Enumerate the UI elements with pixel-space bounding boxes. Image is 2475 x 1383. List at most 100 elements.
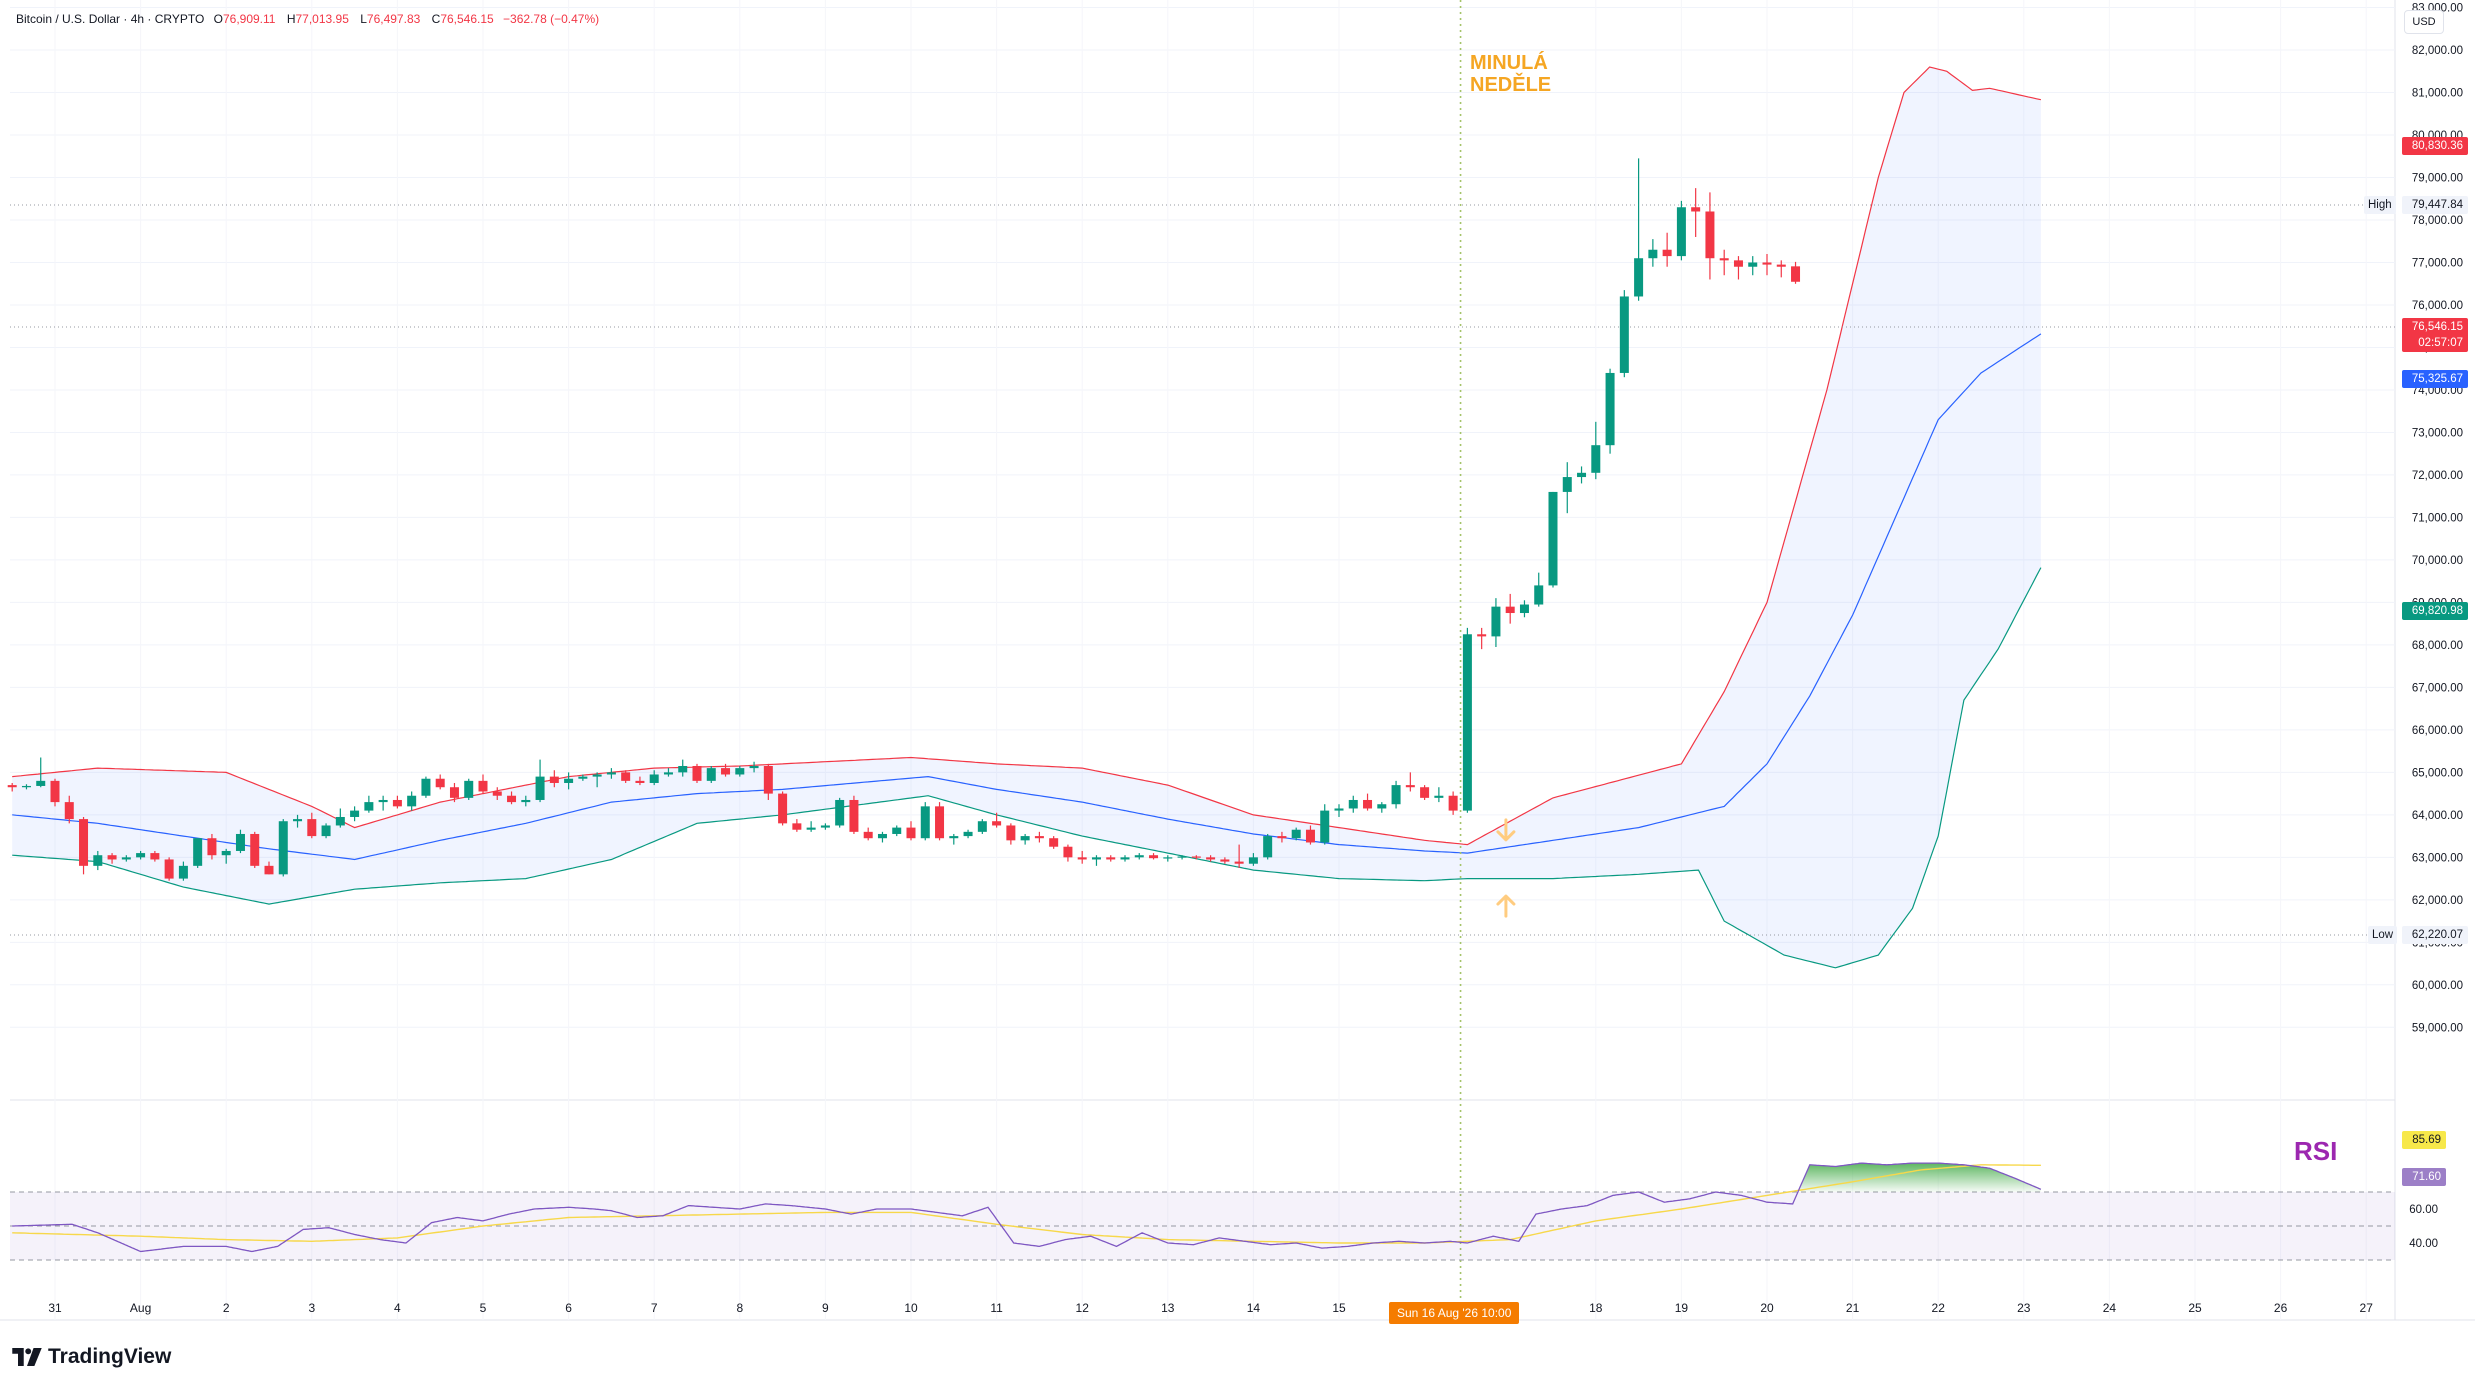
open-label: O xyxy=(213,12,223,26)
time-tick-label: 19 xyxy=(1675,1301,1689,1315)
symbol-legend: Bitcoin / U.S. Dollar · 4h · CRYPTO O76,… xyxy=(16,12,599,26)
candle-body xyxy=(678,765,688,773)
time-tick-label: 10 xyxy=(904,1301,918,1315)
time-tick-label: Aug xyxy=(130,1301,151,1315)
candle-body xyxy=(1134,855,1144,858)
time-tick-label: 24 xyxy=(2103,1301,2117,1315)
candle-body xyxy=(778,793,788,824)
candle-body xyxy=(849,799,859,832)
candle-body xyxy=(492,791,502,796)
candle-body xyxy=(407,795,417,807)
candle-body xyxy=(449,787,459,798)
open-value: 76,909.11 xyxy=(222,12,276,26)
high-value: 77,013.95 xyxy=(295,12,349,26)
candle-body xyxy=(1177,856,1187,858)
currency-button[interactable]: USD xyxy=(2404,10,2444,34)
candle-body xyxy=(278,821,288,875)
time-tick-label: 21 xyxy=(1846,1301,1860,1315)
candle-body xyxy=(1477,634,1487,637)
time-tick-label: 3 xyxy=(308,1301,315,1315)
price-tick-label: 76,000.00 xyxy=(2412,300,2463,312)
candle-body xyxy=(835,799,845,826)
time-tick-label: 15 xyxy=(1332,1301,1346,1315)
candle-body xyxy=(1149,855,1159,859)
price-tick-label: 64,000.00 xyxy=(2412,810,2463,822)
candle-body xyxy=(663,772,673,775)
tradingview-logo[interactable]: TradingView xyxy=(12,1345,171,1369)
candle-body xyxy=(564,778,574,783)
candle-body xyxy=(877,833,887,839)
candle-body xyxy=(606,772,616,775)
price-axis-labels: 83,000.0082,000.0081,000.0080,000.0079,0… xyxy=(2412,3,2463,1035)
candle-body xyxy=(164,859,174,879)
candle-body xyxy=(1020,836,1030,841)
candle-body xyxy=(1519,604,1529,614)
price-tick-label: 81,000.00 xyxy=(2412,88,2463,100)
candle-body xyxy=(1462,634,1472,811)
arrow-down-icon xyxy=(1496,818,1516,842)
candle-body xyxy=(36,780,46,786)
candle-body xyxy=(221,850,231,856)
bollinger-band-fill xyxy=(12,67,2041,968)
candle-body xyxy=(792,823,802,830)
price-tick-label: 66,000.00 xyxy=(2412,725,2463,737)
time-tick-label: 31 xyxy=(48,1301,62,1315)
time-tick-label: 22 xyxy=(1932,1301,1946,1315)
candle-body xyxy=(1348,799,1358,809)
time-tick-label: 7 xyxy=(651,1301,658,1315)
candle-body xyxy=(335,816,345,826)
candle-body xyxy=(920,806,930,839)
candle-body xyxy=(977,821,987,832)
bb-upper-price-tag: 80,830.36 xyxy=(2402,137,2468,155)
price-tick-label: 71,000.00 xyxy=(2412,512,2463,524)
time-tick-label: 5 xyxy=(480,1301,487,1315)
time-tick-label: 9 xyxy=(822,1301,829,1315)
price-tick-label: 59,000.00 xyxy=(2412,1022,2463,1034)
high-price-tag: 79,447.84 xyxy=(2402,196,2468,214)
bollinger-lower-line xyxy=(12,567,2042,969)
rsi-ma-line xyxy=(12,1164,2041,1244)
candle-body xyxy=(1234,861,1244,864)
candle-body xyxy=(1776,264,1786,267)
candle-body xyxy=(1405,785,1415,788)
annotation-text[interactable]: MINULÁ NEDĚLE xyxy=(1470,52,1551,96)
candle-body xyxy=(293,819,303,822)
change-value: −362.78 (−0.47%) xyxy=(503,12,600,26)
price-tick-label: 72,000.00 xyxy=(2412,470,2463,482)
candle-body xyxy=(1548,491,1558,586)
candle-body xyxy=(1220,859,1230,862)
arrow-up-icon xyxy=(1496,894,1516,918)
time-tick-label: 4 xyxy=(394,1301,401,1315)
candle-body xyxy=(1163,857,1173,859)
close-value: 76,546.15 xyxy=(440,12,494,26)
candle-body xyxy=(1305,829,1315,843)
time-tick-label: 25 xyxy=(2188,1301,2202,1315)
candle-body xyxy=(1063,846,1073,858)
bollinger-basis-line xyxy=(12,333,2042,861)
candle-body xyxy=(721,768,731,775)
candle-body xyxy=(1320,810,1330,843)
candle-body xyxy=(806,827,816,830)
low-tag-label: Low xyxy=(2368,926,2398,944)
candle-body xyxy=(949,836,959,839)
low-price-tag: 62,220.07 xyxy=(2402,926,2468,944)
candle-body xyxy=(963,831,973,837)
rsi-tick-label: 40.00 xyxy=(2409,1238,2438,1250)
candle-body xyxy=(435,778,445,788)
candle-body xyxy=(421,778,431,796)
bb-lower-price-tag: 69,820.98 xyxy=(2402,602,2468,620)
tradingview-logo-icon xyxy=(12,1348,42,1366)
candle-body xyxy=(364,802,374,811)
candle-body xyxy=(150,853,160,860)
candle-body xyxy=(50,780,60,803)
last-price-tag: 76,546.15 xyxy=(2402,318,2468,336)
candle-body xyxy=(21,785,31,788)
candle-body xyxy=(1562,477,1572,492)
low-value: 76,497.83 xyxy=(366,12,421,26)
candle-body xyxy=(863,831,873,839)
candle-body xyxy=(350,810,360,817)
candle-body xyxy=(1277,836,1287,839)
candle-body xyxy=(621,772,631,781)
bollinger-upper-line xyxy=(12,66,2042,846)
